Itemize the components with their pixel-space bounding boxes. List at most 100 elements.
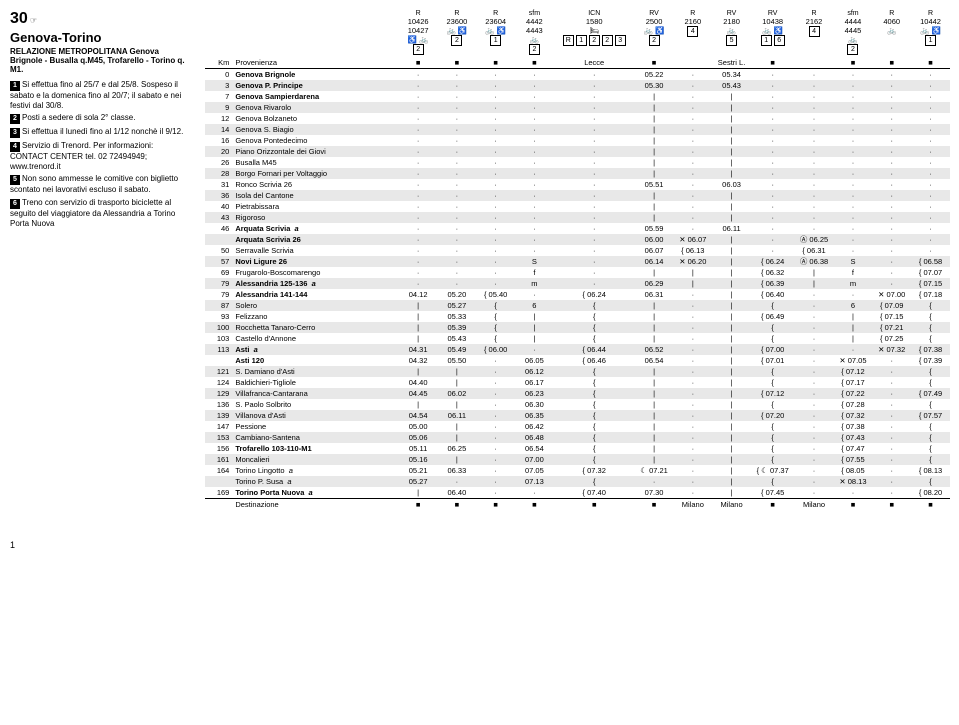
time-value: · xyxy=(515,179,554,190)
time-value: · xyxy=(834,69,873,81)
time-value: { xyxy=(554,454,635,465)
time-value: { 07.09 xyxy=(872,300,911,311)
km-value xyxy=(205,355,232,366)
time-value: { 07.38 xyxy=(834,421,873,432)
time-value: 06.17 xyxy=(515,377,554,388)
time-value: m xyxy=(834,278,873,289)
time-value: · xyxy=(554,201,635,212)
station-name: Baldichieri-Tigliole xyxy=(232,377,398,388)
time-value: · xyxy=(635,476,674,487)
time-value: 05.43 xyxy=(438,333,477,344)
time-value: | xyxy=(635,410,674,421)
time-value: 05.16 xyxy=(399,454,438,465)
time-value: | xyxy=(635,432,674,443)
provenance-value: ■ xyxy=(872,57,911,69)
time-value: · xyxy=(438,212,477,223)
time-value: · xyxy=(834,223,873,234)
time-value: · xyxy=(399,234,438,245)
time-value: 06.42 xyxy=(515,421,554,432)
time-value: · xyxy=(554,234,635,245)
time-value: · xyxy=(399,267,438,278)
time-value: · xyxy=(673,476,712,487)
time-value: { xyxy=(751,322,795,333)
km-label: Km xyxy=(205,57,232,69)
time-value: 05.43 xyxy=(712,80,751,91)
time-value: ✕ 08.13 xyxy=(834,476,873,487)
destination-value: ■ xyxy=(911,499,950,511)
time-value: · xyxy=(794,377,833,388)
time-value: · xyxy=(794,69,833,81)
timetable-panel: R1042610427♿ 🚲2R23600🚲 ♿2R23604🚲 ♿1sfm44… xyxy=(205,10,950,510)
time-value: · xyxy=(872,410,911,421)
time-value: { 07.47 xyxy=(834,443,873,454)
station-name: Genova Sampierdarena xyxy=(232,91,398,102)
time-value: | xyxy=(834,333,873,344)
time-value: · xyxy=(476,102,515,113)
time-value: · xyxy=(399,102,438,113)
time-value: · xyxy=(872,355,911,366)
destination-value: ■ xyxy=(872,499,911,511)
time-value: { 07.18 xyxy=(911,289,950,300)
time-value: · xyxy=(872,377,911,388)
time-value: · xyxy=(872,201,911,212)
time-value: 06.54 xyxy=(635,355,674,366)
note-item: 2Posti a sedere di sola 2° classe. xyxy=(10,113,190,124)
time-value: · xyxy=(872,432,911,443)
time-value: Ⓐ 06.25 xyxy=(794,234,833,245)
train-header: R1042610427♿ 🚲2 xyxy=(399,10,438,57)
time-value: · xyxy=(834,289,873,300)
time-value: · xyxy=(872,91,911,102)
time-value: | xyxy=(635,168,674,179)
time-value: 05.21 xyxy=(399,465,438,476)
time-value: · xyxy=(476,69,515,81)
time-value: 06.31 xyxy=(635,289,674,300)
time-value: · xyxy=(834,91,873,102)
time-value: · xyxy=(476,443,515,454)
time-value: { xyxy=(554,388,635,399)
station-name: Pessione xyxy=(232,421,398,432)
time-value: · xyxy=(438,146,477,157)
time-value: · xyxy=(476,421,515,432)
station-name: Serravalle Scrivia xyxy=(232,245,398,256)
time-value: { 07.01 xyxy=(751,355,795,366)
time-value: · xyxy=(554,245,635,256)
time-value: 05.51 xyxy=(635,179,674,190)
time-value: 05.49 xyxy=(438,344,477,355)
time-value: · xyxy=(438,80,477,91)
km-value: 87 xyxy=(205,300,232,311)
time-value: · xyxy=(438,245,477,256)
time-value: · xyxy=(438,201,477,212)
time-value: · xyxy=(515,69,554,81)
time-value: · xyxy=(515,146,554,157)
time-value: S xyxy=(515,256,554,267)
time-value: · xyxy=(476,190,515,201)
time-value: | xyxy=(635,333,674,344)
time-value: | xyxy=(712,366,751,377)
km-value: 40 xyxy=(205,201,232,212)
time-value: 06.11 xyxy=(438,410,477,421)
time-value: · xyxy=(554,157,635,168)
time-value: 06.12 xyxy=(515,366,554,377)
time-value: · xyxy=(834,102,873,113)
time-value: { xyxy=(911,377,950,388)
time-value: 06.02 xyxy=(438,388,477,399)
time-value: · xyxy=(554,168,635,179)
time-value: · xyxy=(438,267,477,278)
time-value: · xyxy=(794,465,833,476)
time-value: · xyxy=(476,91,515,102)
time-value: 06.11 xyxy=(712,223,751,234)
time-value: | xyxy=(635,399,674,410)
km-value: 57 xyxy=(205,256,232,267)
time-value: | xyxy=(712,300,751,311)
time-value: | xyxy=(712,124,751,135)
time-value: · xyxy=(673,201,712,212)
km-value: 26 xyxy=(205,157,232,168)
destination-value: Milano xyxy=(673,499,712,511)
time-value: | xyxy=(712,113,751,124)
time-value: 06.03 xyxy=(712,179,751,190)
time-value: · xyxy=(872,245,911,256)
destination-value: ■ xyxy=(476,499,515,511)
train-header: R21624 xyxy=(794,10,833,57)
km-value: 0 xyxy=(205,69,232,81)
time-value: · xyxy=(872,267,911,278)
